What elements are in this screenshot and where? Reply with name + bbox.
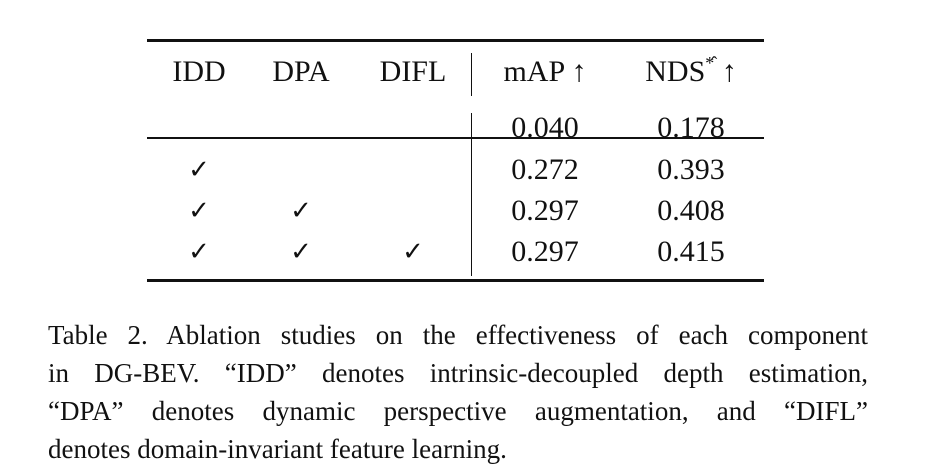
- header-map: mAP ↑: [503, 55, 587, 88]
- table-cell-dpa: ✓: [290, 196, 312, 226]
- header-nds-arrow: ↑: [714, 55, 737, 88]
- table-cell-map: 0.272: [511, 153, 579, 186]
- header-idd: IDD: [172, 55, 226, 88]
- table-cell-dpa: ✓: [290, 237, 312, 267]
- table-cell-idd: ✓: [188, 155, 210, 185]
- table-top-rule: [147, 39, 764, 42]
- table-cell-difl: ✓: [402, 237, 424, 267]
- table-cell-nds: 0.178: [657, 111, 725, 144]
- table-cell-map: 0.297: [511, 235, 579, 268]
- table-cell-nds: 0.415: [657, 235, 725, 268]
- header-dpa: DPA: [272, 55, 330, 88]
- table-vertical-divider-header: [471, 53, 472, 96]
- table-header-rule: [147, 137, 764, 139]
- table-cell-map: 0.297: [511, 194, 579, 227]
- caption-line: denotes domain-invariant feature learnin…: [48, 434, 507, 464]
- caption-line: Table 2. Ablation studies on the effecti…: [48, 320, 868, 350]
- table-cell-idd: ✓: [188, 237, 210, 267]
- table-cell-nds: 0.408: [657, 194, 725, 227]
- caption-line: in DG-BEV. “IDD” denotes intrinsic-decou…: [48, 358, 868, 388]
- table-cell-idd: ✓: [188, 196, 210, 226]
- table-caption: Table 2. Ablation studies on the effecti…: [48, 316, 868, 468]
- header-nds-label: NDS: [645, 55, 706, 88]
- table-cell-map: 0.040: [511, 111, 579, 144]
- table-vertical-divider-body: [471, 113, 472, 276]
- header-nds: NDS*̂ ↑: [627, 53, 755, 92]
- header-nds-superscript: *̂: [705, 53, 715, 73]
- caption-line: “DPA” denotes dynamic perspective augmen…: [48, 396, 868, 426]
- header-difl: DIFL: [379, 55, 447, 88]
- table-cell-nds: 0.393: [657, 153, 725, 186]
- table-bottom-rule: [147, 279, 764, 282]
